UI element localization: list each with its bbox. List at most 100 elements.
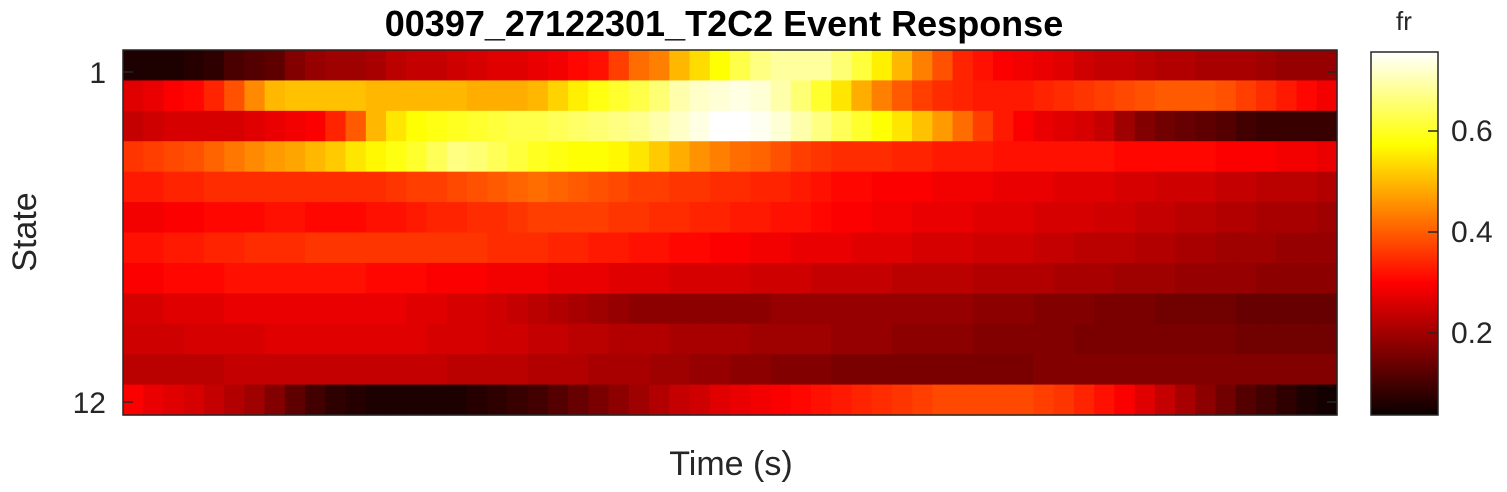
heatmap-cell-r9-c18 — [466, 293, 488, 325]
heatmap-cell-r12-c57 — [1256, 384, 1277, 416]
heatmap-cell-r2-c25 — [608, 80, 630, 112]
heatmap-cell-r8-c59 — [1296, 262, 1318, 294]
heatmap-cell-r9-c12 — [345, 293, 367, 325]
heatmap-cell-r12-c37 — [851, 384, 873, 416]
heatmap-cell-r8-c15 — [406, 262, 428, 294]
heatmap-cell-r3-c41 — [932, 110, 954, 142]
heatmap-cell-r2-c26 — [628, 80, 650, 112]
heatmap-cell-r11-c17 — [446, 354, 468, 386]
heatmap-cell-r11-c41 — [932, 354, 954, 386]
heatmap-cell-r8-c4 — [183, 262, 205, 294]
heatmap-cells — [123, 50, 1338, 416]
heatmap-cell-r10-c49 — [1094, 323, 1116, 355]
heatmap-cell-r7-c13 — [365, 232, 387, 264]
heatmap-cell-r6-c25 — [608, 202, 630, 234]
heatmap-cell-r10-c58 — [1276, 323, 1298, 355]
heatmap-cell-r2-c19 — [487, 80, 509, 112]
heatmap-cell-r11-c7 — [244, 354, 266, 386]
heatmap-cell-r2-c59 — [1296, 80, 1318, 112]
heatmap-cell-r11-c36 — [831, 354, 852, 386]
heatmap-cell-r5-c59 — [1296, 171, 1318, 203]
heatmap-cell-r6-c56 — [1235, 202, 1257, 234]
heatmap-cell-r6-c1 — [123, 202, 144, 234]
heatmap-cell-r4-c29 — [689, 141, 711, 173]
heatmap-cell-r2-c34 — [790, 80, 812, 112]
heatmap-cell-r5-c58 — [1276, 171, 1298, 203]
heatmap-cell-r11-c13 — [365, 354, 387, 386]
heatmap-cell-r9-c5 — [203, 293, 225, 325]
heatmap-cell-r8-c54 — [1195, 262, 1217, 294]
heatmap-cell-r7-c12 — [345, 232, 367, 264]
heatmap-cell-r7-c53 — [1175, 232, 1196, 264]
heatmap-cell-r2-c15 — [406, 80, 428, 112]
chart-title: 00397_27122301_T2C2 Event Response — [385, 3, 1063, 44]
heatmap-cell-r3-c24 — [588, 110, 610, 142]
heatmap-cell-r12-c25 — [608, 384, 630, 416]
heatmap-cell-r2-c45 — [1013, 80, 1035, 112]
heatmap-cell-r7-c49 — [1094, 232, 1116, 264]
heatmap-cell-r2-c10 — [305, 80, 326, 112]
heatmap-cell-r11-c12 — [345, 354, 367, 386]
heatmap-cell-r2-c28 — [669, 80, 691, 112]
heatmap-cell-r3-c8 — [264, 110, 286, 142]
heatmap-cell-r11-c11 — [325, 354, 347, 386]
heatmap-cell-r12-c42 — [952, 384, 974, 416]
heatmap-cell-r3-c29 — [689, 110, 711, 142]
heatmap-cell-r8-c8 — [264, 262, 286, 294]
heatmap-cell-r4-c45 — [1013, 141, 1035, 173]
heatmap-cell-r5-c45 — [1013, 171, 1035, 203]
heatmap-cell-r7-c27 — [649, 232, 670, 264]
heatmap-cell-r10-c26 — [628, 323, 650, 355]
heatmap-cell-r5-c11 — [325, 171, 347, 203]
heatmap-cell-r10-c33 — [770, 323, 792, 355]
heatmap-cell-r3-c12 — [345, 110, 367, 142]
heatmap-cell-r5-c60 — [1316, 171, 1338, 203]
heatmap-cell-r6-c40 — [912, 202, 933, 234]
heatmap-cell-r7-c18 — [466, 232, 488, 264]
heatmap-cell-r5-c8 — [264, 171, 286, 203]
heatmap-cell-r9-c52 — [1154, 293, 1176, 325]
heatmap-cell-r4-c34 — [790, 141, 812, 173]
heatmap-cell-r11-c23 — [568, 354, 589, 386]
heatmap-cell-r9-c11 — [325, 293, 347, 325]
heatmap-cell-r12-c17 — [446, 384, 468, 416]
heatmap-cell-r11-c9 — [284, 354, 306, 386]
heatmap-cell-r10-c3 — [163, 323, 185, 355]
heatmap-cell-r6-c59 — [1296, 202, 1318, 234]
heatmap-cell-r7-c30 — [709, 232, 731, 264]
heatmap-cell-r1-c39 — [891, 50, 913, 82]
heatmap-cell-r4-c2 — [143, 141, 165, 173]
heatmap-cell-r12-c24 — [588, 384, 610, 416]
heatmap-cell-r8-c52 — [1154, 262, 1176, 294]
heatmap-cell-r2-c12 — [345, 80, 367, 112]
heatmap-cell-r11-c39 — [891, 354, 913, 386]
heatmap-cell-r12-c30 — [709, 384, 731, 416]
heatmap-cell-r8-c27 — [649, 262, 670, 294]
y-axis-label: State — [6, 192, 44, 271]
heatmap-cell-r12-c9 — [284, 384, 306, 416]
heatmap-cell-r10-c9 — [284, 323, 306, 355]
y-tick-label-first: 1 — [89, 57, 106, 90]
heatmap-cell-r6-c13 — [365, 202, 387, 234]
heatmap-cell-r2-c23 — [568, 80, 589, 112]
heatmap-cell-r5-c29 — [689, 171, 711, 203]
heatmap-cell-r5-c53 — [1175, 171, 1196, 203]
heatmap-cell-r10-c17 — [446, 323, 468, 355]
heatmap-cell-r9-c9 — [284, 293, 306, 325]
colorbar-tick-label-0.6: 0.6 — [1451, 115, 1493, 148]
heatmap-cell-r4-c56 — [1235, 141, 1257, 173]
heatmap-cell-r12-c51 — [1134, 384, 1156, 416]
heatmap-cell-r9-c41 — [932, 293, 954, 325]
heatmap-cell-r1-c7 — [244, 50, 266, 82]
heatmap-cell-r3-c46 — [1033, 110, 1055, 142]
heatmap-cell-r6-c36 — [831, 202, 852, 234]
heatmap-cell-r11-c20 — [507, 354, 529, 386]
heatmap-cell-r7-c25 — [608, 232, 630, 264]
heatmap-cell-r4-c27 — [649, 141, 670, 173]
heatmap-cell-r2-c11 — [325, 80, 347, 112]
heatmap-cell-r6-c24 — [588, 202, 610, 234]
heatmap-cell-r8-c53 — [1175, 262, 1196, 294]
heatmap-cell-r10-c14 — [386, 323, 407, 355]
heatmap-cell-r6-c48 — [1073, 202, 1095, 234]
heatmap-cell-r2-c21 — [527, 80, 549, 112]
